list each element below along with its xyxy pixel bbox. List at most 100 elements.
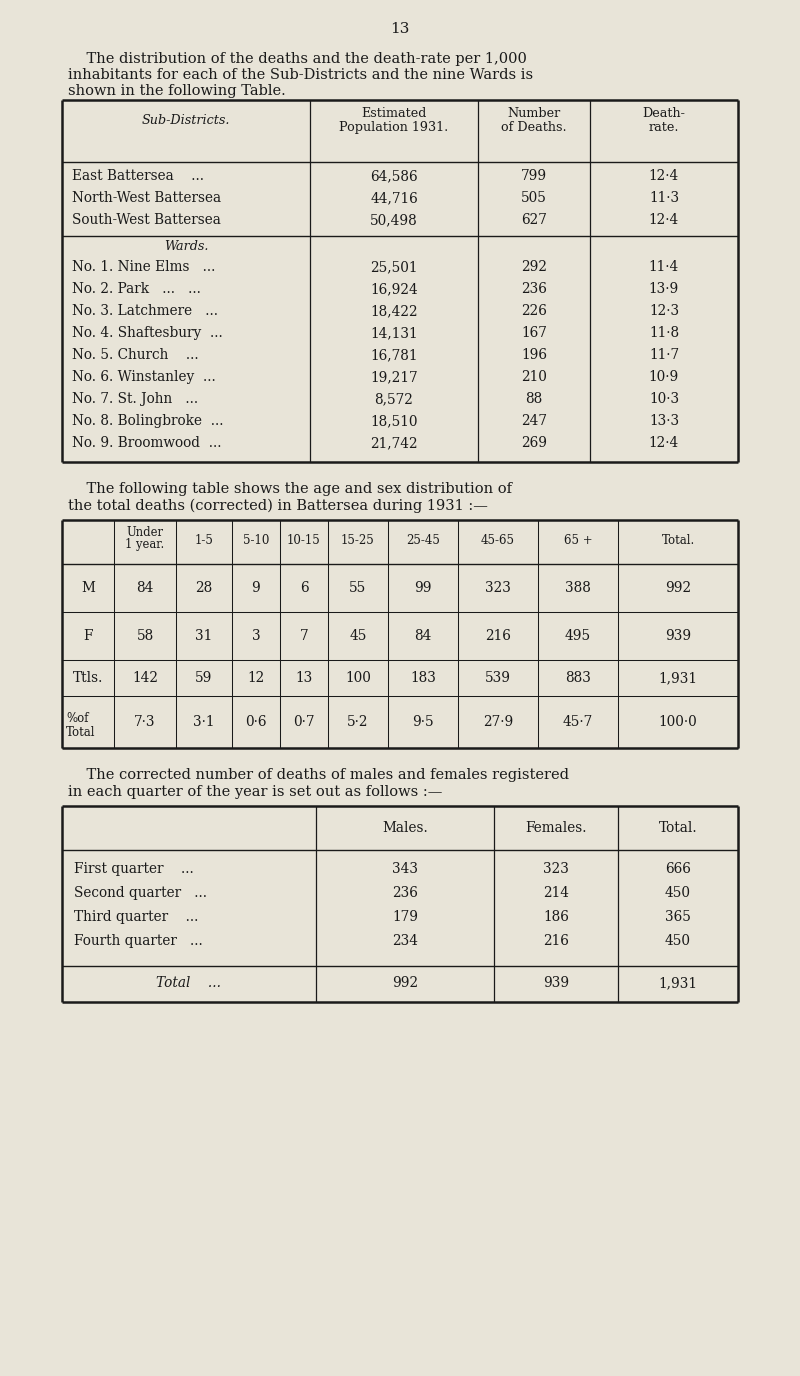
Text: 7: 7 [300, 629, 308, 643]
Text: 27·9: 27·9 [483, 716, 513, 729]
Text: 100: 100 [345, 671, 371, 685]
Text: 234: 234 [392, 934, 418, 948]
Text: 44,716: 44,716 [370, 191, 418, 205]
Text: 9: 9 [252, 581, 260, 594]
Text: Ttls.: Ttls. [73, 671, 103, 685]
Text: inhabitants for each of the Sub-Districts and the nine Wards is: inhabitants for each of the Sub-District… [68, 67, 533, 83]
Text: 16,924: 16,924 [370, 282, 418, 296]
Text: 12: 12 [247, 671, 265, 685]
Text: Wards.: Wards. [164, 239, 208, 253]
Text: of Deaths.: of Deaths. [501, 121, 567, 133]
Text: No. 3. Latchmere   ...: No. 3. Latchmere ... [72, 304, 218, 318]
Text: 99: 99 [414, 581, 432, 594]
Text: 8,572: 8,572 [374, 392, 414, 406]
Text: F: F [83, 629, 93, 643]
Text: 50,498: 50,498 [370, 213, 418, 227]
Text: 183: 183 [410, 671, 436, 685]
Text: 666: 666 [665, 861, 691, 877]
Text: 1 year.: 1 year. [126, 538, 165, 550]
Text: 10-15: 10-15 [287, 534, 321, 548]
Text: 450: 450 [665, 934, 691, 948]
Text: 1-5: 1-5 [194, 534, 214, 548]
Text: 25-45: 25-45 [406, 534, 440, 548]
Text: 12·4: 12·4 [649, 169, 679, 183]
Text: 323: 323 [485, 581, 511, 594]
Text: North-West Battersea: North-West Battersea [72, 191, 221, 205]
Text: No. 5. Church    ...: No. 5. Church ... [72, 348, 198, 362]
Text: Number: Number [507, 107, 561, 120]
Text: 84: 84 [136, 581, 154, 594]
Text: 88: 88 [526, 392, 542, 406]
Text: 388: 388 [565, 581, 591, 594]
Text: 6: 6 [300, 581, 308, 594]
Text: 16,781: 16,781 [370, 348, 418, 362]
Text: 505: 505 [521, 191, 547, 205]
Text: 12·4: 12·4 [649, 436, 679, 450]
Text: 65 +: 65 + [564, 534, 592, 548]
Text: 799: 799 [521, 169, 547, 183]
Text: 1,931: 1,931 [658, 976, 698, 989]
Text: 11·7: 11·7 [649, 348, 679, 362]
Text: 45: 45 [350, 629, 366, 643]
Text: 25,501: 25,501 [370, 260, 418, 274]
Text: No. 2. Park   ...   ...: No. 2. Park ... ... [72, 282, 201, 296]
Text: 216: 216 [543, 934, 569, 948]
Text: Second quarter   ...: Second quarter ... [74, 886, 207, 900]
Text: 343: 343 [392, 861, 418, 877]
Text: 0·6: 0·6 [246, 716, 266, 729]
Text: 196: 196 [521, 348, 547, 362]
Text: 13·9: 13·9 [649, 282, 679, 296]
Text: First quarter    ...: First quarter ... [74, 861, 194, 877]
Text: 21,742: 21,742 [370, 436, 418, 450]
Text: Total.: Total. [662, 534, 694, 548]
Text: 365: 365 [665, 910, 691, 925]
Text: 167: 167 [521, 326, 547, 340]
Text: 3·1: 3·1 [194, 716, 214, 729]
Text: 992: 992 [665, 581, 691, 594]
Text: 214: 214 [543, 886, 569, 900]
Text: 226: 226 [521, 304, 547, 318]
Text: Total    ...: Total ... [157, 976, 222, 989]
Text: Estimated: Estimated [362, 107, 426, 120]
Text: 210: 210 [521, 370, 547, 384]
Text: 236: 236 [392, 886, 418, 900]
Text: 627: 627 [521, 213, 547, 227]
Text: Third quarter    ...: Third quarter ... [74, 910, 198, 925]
Text: The corrected number of deaths of males and females registered: The corrected number of deaths of males … [68, 768, 569, 782]
Text: 142: 142 [132, 671, 158, 685]
Text: 11·8: 11·8 [649, 326, 679, 340]
Text: 1,931: 1,931 [658, 671, 698, 685]
Text: 269: 269 [521, 436, 547, 450]
Text: 64,586: 64,586 [370, 169, 418, 183]
Text: No. 6. Winstanley  ...: No. 6. Winstanley ... [72, 370, 216, 384]
Text: 12·3: 12·3 [649, 304, 679, 318]
Text: the total deaths (corrected) in Battersea during 1931 :—: the total deaths (corrected) in Batterse… [68, 499, 488, 513]
Text: 19,217: 19,217 [370, 370, 418, 384]
Text: No. 8. Bolingbroke  ...: No. 8. Bolingbroke ... [72, 414, 223, 428]
Text: 216: 216 [485, 629, 511, 643]
Text: 18,510: 18,510 [370, 414, 418, 428]
Text: 292: 292 [521, 260, 547, 274]
Text: 992: 992 [392, 976, 418, 989]
Text: South-West Battersea: South-West Battersea [72, 213, 221, 227]
Text: %of: %of [66, 711, 89, 725]
Text: 12·4: 12·4 [649, 213, 679, 227]
Text: Under: Under [126, 526, 163, 539]
Text: Death-: Death- [642, 107, 686, 120]
Text: 18,422: 18,422 [370, 304, 418, 318]
Text: Population 1931.: Population 1931. [339, 121, 449, 133]
Text: 55: 55 [350, 581, 366, 594]
Text: M: M [81, 581, 95, 594]
Text: Fourth quarter   ...: Fourth quarter ... [74, 934, 202, 948]
Text: 9·5: 9·5 [412, 716, 434, 729]
Text: East Battersea    ...: East Battersea ... [72, 169, 204, 183]
Text: Total.: Total. [658, 821, 698, 835]
Text: 3: 3 [252, 629, 260, 643]
Text: 14,131: 14,131 [370, 326, 418, 340]
Text: 939: 939 [665, 629, 691, 643]
Text: 84: 84 [414, 629, 432, 643]
Text: No. 7. St. John   ...: No. 7. St. John ... [72, 392, 198, 406]
Text: 7·3: 7·3 [134, 716, 156, 729]
Text: 15-25: 15-25 [341, 534, 375, 548]
Text: 28: 28 [195, 581, 213, 594]
